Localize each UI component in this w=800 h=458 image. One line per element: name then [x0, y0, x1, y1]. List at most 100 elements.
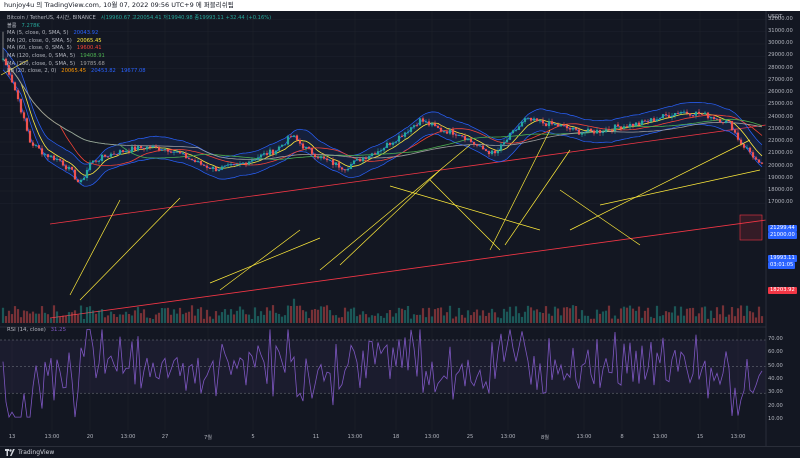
candle-body [331, 159, 335, 165]
indicator-row[interactable]: MA (20, close, 0, SMA, 5) 20065.45 [7, 38, 271, 46]
volume-bar [661, 315, 665, 323]
yellow-trend-line [389, 185, 541, 231]
candle-body [688, 113, 692, 116]
volume-bar [208, 316, 212, 323]
volume-bar [118, 314, 122, 323]
candle-body [715, 118, 719, 120]
volume-bar [226, 314, 230, 323]
candle-body [247, 161, 251, 165]
candle-body [220, 166, 224, 170]
indicator-row[interactable]: BB (20, close, 2, 0) 20065.45 20453.82 1967… [7, 68, 271, 76]
volume-bar [115, 316, 119, 323]
indicator-name: MA (200, close, 0, SMA, 5) [7, 60, 76, 67]
candle-body [142, 148, 146, 150]
candle-body [199, 160, 203, 165]
price-tick: 27000.00 [768, 76, 793, 83]
volume-bar [760, 316, 764, 323]
indicator-legend: Bitcoin / TetherUS, 4시간, BINANCE 시19960.… [7, 15, 271, 76]
volume-bar [331, 315, 335, 323]
candle-body [271, 149, 275, 155]
candle-body [277, 146, 281, 151]
volume-bar [646, 307, 650, 323]
candle-body [73, 169, 77, 180]
volume-bar [193, 315, 197, 323]
volume-bar [97, 310, 101, 323]
volume-bar [727, 314, 731, 323]
indicator-value: 20065.45 [76, 37, 102, 44]
candle-body [451, 129, 455, 135]
yellow-trend-line [339, 169, 441, 266]
candle-body [463, 136, 467, 140]
candle-body [214, 166, 218, 172]
volume-bar [241, 309, 245, 323]
volume-bar [577, 318, 581, 323]
volume-bar [496, 317, 500, 323]
volume-bar [742, 315, 746, 323]
ohlc-values: 시19960.67 고20054.41 저19940.98 종19993.11 … [100, 15, 272, 21]
yellow-trend-line [69, 199, 121, 296]
volume-bar [526, 305, 530, 323]
volume-bar [76, 314, 80, 323]
candle-body [253, 159, 257, 161]
volume-bar [250, 318, 254, 323]
bollinger-upper-line [2, 47, 763, 165]
volume-bar [685, 308, 689, 323]
volume-bar [40, 306, 44, 323]
time-tick: 25 [466, 434, 474, 440]
candle-body [646, 121, 650, 123]
volume-bar [682, 315, 686, 323]
yellow-trend-line [319, 144, 471, 271]
symbol-row[interactable]: Bitcoin / TetherUS, 4시간, BINANCE 시19960.… [7, 15, 271, 23]
volume-bar [427, 307, 431, 323]
candle-body [445, 131, 449, 134]
volume-bar [235, 310, 239, 323]
candle-body [163, 149, 167, 151]
indicator-row[interactable]: MA (200, close, 0, SMA, 5) 19785.68 [7, 61, 271, 69]
volume-bar [724, 316, 728, 323]
rsi-value: 31.25 [50, 327, 67, 333]
indicator-row[interactable]: 볼륨 7.278K [7, 23, 271, 31]
volume-bar [316, 309, 320, 323]
candle-body [721, 122, 725, 124]
price-tick: 29000.00 [768, 52, 793, 59]
candle-body [394, 141, 398, 143]
volume-bar [187, 311, 191, 323]
candle-body [493, 150, 497, 154]
candle-body [55, 158, 59, 161]
indicator-row[interactable]: MA (120, close, 0, SMA, 5) 19408.91 [7, 53, 271, 61]
indicator-value: 20453.82 [91, 68, 116, 75]
volume-bar [289, 306, 293, 323]
volume-bar [751, 312, 755, 323]
time-tick: 13 [8, 434, 16, 440]
candle-body [382, 147, 386, 151]
candle-body [472, 141, 476, 145]
volume-bar [559, 315, 563, 323]
candle-body [679, 112, 683, 114]
volume-bar [538, 312, 542, 323]
candle-body [139, 146, 143, 149]
candle-body [415, 125, 419, 127]
rsi-legend[interactable]: RSI (14, close) 31.25 [7, 327, 66, 333]
candle-body [217, 169, 221, 172]
indicator-row[interactable]: MA (60, close, 0, SMA, 5) 19600.41 [7, 45, 271, 53]
volume-bar [592, 318, 596, 323]
currency-label: USDT [768, 14, 783, 20]
indicator-row[interactable]: MA (5, close, 0, SMA, 5) 20043.92 [7, 30, 271, 38]
volume-bar [370, 315, 374, 323]
volume-bar [37, 313, 41, 323]
volume-bar [688, 308, 692, 323]
candle-body [196, 160, 200, 162]
volume-bar [367, 317, 371, 323]
volume-bar [691, 307, 695, 323]
volume-bar [175, 313, 179, 323]
indicator-name: MA (5, close, 0, SMA, 5) [7, 30, 69, 37]
candle-body [193, 160, 197, 162]
time-tick: 13:00 [576, 434, 592, 440]
candle-body [256, 157, 260, 160]
volume-bar [205, 309, 209, 323]
volume-bar [199, 307, 203, 323]
price-chart[interactable] [0, 11, 800, 446]
candle-body [34, 145, 38, 146]
candle-body [298, 140, 302, 144]
volume-bar [481, 310, 485, 323]
